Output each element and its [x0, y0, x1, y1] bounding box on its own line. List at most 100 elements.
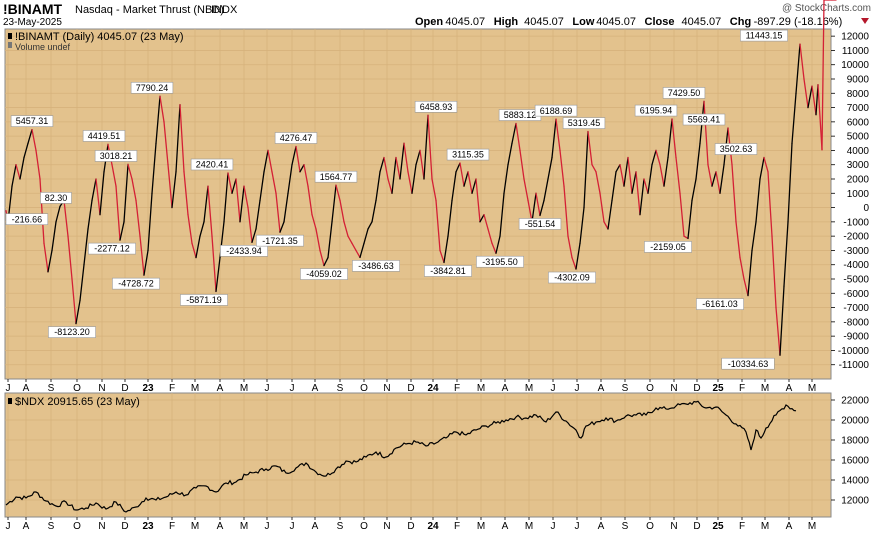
binamt-segment: [817, 84, 823, 151]
ohlc-value-close: 4045.07: [682, 16, 722, 28]
upper-y-tick-label: -6000: [843, 289, 869, 300]
binamt-segment: [147, 192, 153, 252]
binamt-segment: [255, 199, 261, 230]
lower-x-tick-label: A: [23, 521, 30, 532]
binamt-segment: [619, 164, 625, 187]
upper-x-tick-label: D: [693, 383, 700, 394]
binamt-segment: [543, 178, 549, 202]
lower-x-tick-label: S: [48, 521, 55, 532]
upper-x-tick-label: N: [670, 383, 677, 394]
binamt-segment: [99, 171, 105, 216]
binamt-segment: [479, 214, 485, 223]
data-label-box: [274, 132, 318, 144]
data-label-box: [740, 29, 788, 42]
lower-x-tick-label: O: [360, 521, 368, 532]
binamt-segment: [191, 242, 197, 259]
data-label: 5457.31: [16, 116, 49, 126]
upper-x-tick-label: J: [575, 383, 580, 394]
data-label: -2277.12: [94, 244, 130, 254]
binamt-segment: [343, 221, 349, 237]
binamt-segment: [407, 171, 413, 194]
upper-x-tick-label: M: [477, 383, 485, 394]
data-label: 6188.69: [540, 106, 573, 116]
binamt-segment: [687, 199, 693, 240]
data-label-box: [518, 218, 562, 230]
binamt-segment: [783, 221, 789, 287]
binamt-segment: [583, 130, 589, 209]
binamt-segment: [447, 199, 453, 237]
binamt-segment: [239, 185, 245, 223]
binamt-segment: [387, 178, 393, 194]
lower-x-tick-label: A: [598, 521, 605, 532]
binamt-segment: [283, 192, 289, 223]
ohlc-value-open: 4045.07: [445, 16, 485, 28]
lower-x-tick-label: F: [169, 521, 175, 532]
binamt-segment: [523, 178, 529, 202]
binamt-segment: [259, 171, 265, 202]
binamt-segment: [483, 214, 489, 230]
binamt-segment: [563, 185, 569, 237]
binamt-segment: [655, 149, 661, 166]
upper-x-tick-label: M: [808, 383, 816, 394]
binamt-segment: [659, 164, 665, 187]
ohlc-label-high: High: [494, 16, 519, 28]
binamt-segment: [415, 149, 421, 166]
binamt-segment: [567, 235, 573, 259]
binamt-segment: [243, 185, 249, 209]
upper-y-tick-label: 9000: [847, 75, 870, 86]
binamt-segment: [355, 249, 361, 259]
binamt-segment: [631, 171, 637, 194]
binamt-segment: [315, 228, 321, 252]
binamt-segment: [435, 199, 441, 252]
data-label: 2420.41: [196, 160, 229, 170]
upper-x-tick-label: J: [6, 383, 11, 394]
data-label: 5883.12: [504, 110, 537, 120]
lower-x-axis: J A S O N D 23 F M A M J J A S O N D 24 F M A M J J A S O N D 25 F M A M: [6, 517, 816, 532]
data-label-box: [180, 294, 228, 306]
data-label-box: [5, 213, 49, 225]
binamt-segment: [475, 178, 481, 223]
lower-panel-background: [4, 392, 832, 518]
binamt-segment: [743, 278, 749, 297]
data-label-box: [40, 192, 72, 204]
upper-panel-background: [4, 28, 832, 380]
lower-grid: [5, 393, 831, 517]
binamt-segment: [171, 171, 177, 209]
lower-x-tick-label: F: [739, 521, 745, 532]
ohlc-value-high: 4045.07: [524, 16, 564, 28]
binamt-segment: [235, 178, 241, 223]
lower-y-axis: 22000 20000 18000 16000 14000 12000: [831, 396, 869, 507]
data-label: 6195.94: [640, 106, 673, 116]
binamt-segment: [703, 100, 709, 166]
lower-y-tick-label: 18000: [841, 436, 869, 447]
upper-y-tick-label: 10000: [841, 60, 869, 71]
exchange-label: INDX: [211, 4, 238, 16]
upper-y-tick-label: -7000: [843, 303, 869, 314]
binamt-segment: [551, 118, 557, 159]
upper-x-tick-label: D: [407, 383, 414, 394]
data-label: 5319.45: [568, 118, 601, 128]
binamt-segment: [795, 43, 801, 94]
binamt-segment: [327, 221, 333, 259]
lower-x-tick-label: A: [502, 521, 509, 532]
binamt-segment: [763, 156, 769, 173]
lower-x-tick-label: M: [191, 521, 199, 532]
data-label-box: [562, 117, 606, 129]
lower-x-tick-label: A: [786, 521, 793, 532]
binamt-segment: [611, 171, 617, 202]
data-label: -4059.02: [306, 269, 342, 279]
binamt-segment: [207, 185, 213, 237]
upper-x-tick-label: A: [23, 383, 30, 394]
upper-x-tick-label: A: [217, 383, 224, 394]
upper-y-tick-label: -11000: [839, 360, 870, 371]
binamt-segment: [511, 122, 517, 144]
binamt-segment: [663, 156, 669, 187]
binamt-segment: [427, 114, 433, 180]
ohlc-label-close: Close: [645, 16, 675, 28]
upper-legend: !BINAMT (Daily) 4045.07 (23 May): [15, 31, 184, 43]
data-label: -2433.94: [226, 246, 262, 256]
upper-x-tick-label: O: [646, 383, 654, 394]
upper-x-tick-label: S: [622, 383, 629, 394]
binamt-segment: [643, 178, 649, 194]
